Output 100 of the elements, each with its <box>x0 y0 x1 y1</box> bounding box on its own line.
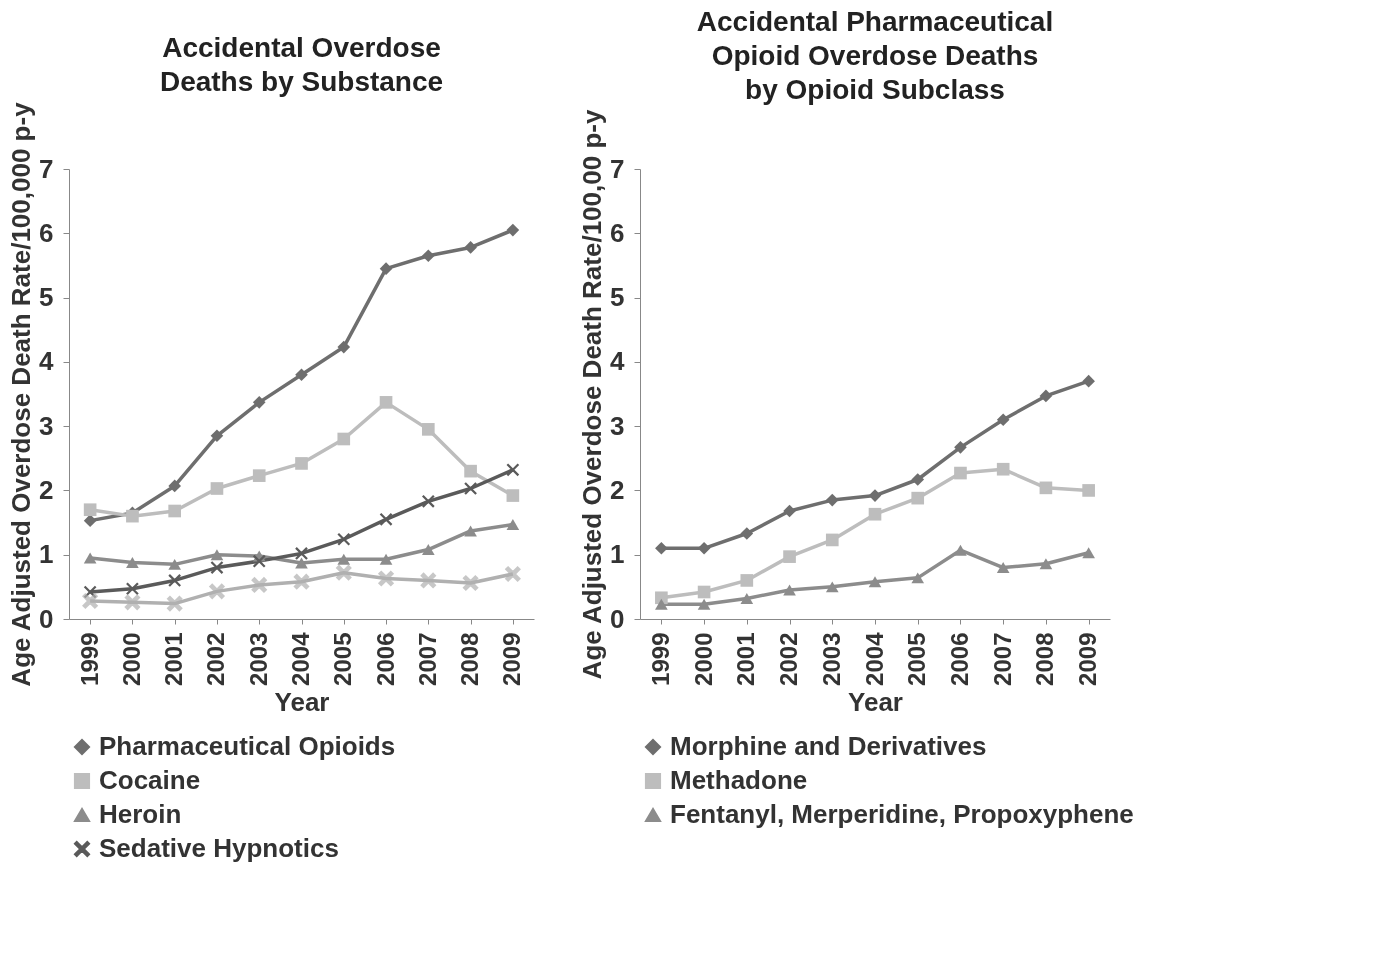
x-tick-label: 1999 <box>646 632 674 686</box>
y-tick-label: 4 <box>610 346 626 377</box>
x-tick-label: 2000 <box>689 632 717 686</box>
point <box>954 441 967 454</box>
point <box>124 594 140 610</box>
point <box>868 489 882 502</box>
point <box>252 396 266 409</box>
x-tick-label: 1999 <box>75 632 103 686</box>
point <box>337 532 351 546</box>
point <box>1039 558 1053 570</box>
point <box>464 525 477 537</box>
x-tick-label: 2005 <box>903 632 931 686</box>
point <box>168 558 182 570</box>
point <box>1039 481 1053 495</box>
point <box>506 223 520 237</box>
x-tick-label: 2006 <box>371 632 399 686</box>
point <box>783 584 796 596</box>
y-tick-label: 1 <box>39 539 54 570</box>
chart-title: Accidental Pharmaceutical Opioid Overdose Deaths by Opioid Subclass <box>696 5 1054 105</box>
point <box>295 547 308 560</box>
y-tick-label: 0 <box>610 603 625 634</box>
point <box>378 570 394 587</box>
point <box>295 557 308 569</box>
point <box>420 572 436 588</box>
point <box>655 591 668 605</box>
x-tick-label: 2007 <box>988 632 1016 686</box>
point <box>825 493 839 507</box>
y-tick-label: 4 <box>39 346 55 377</box>
x-tick-label: 2004 <box>860 631 888 686</box>
x-tick-label: 2001 <box>160 632 188 686</box>
point <box>337 432 351 446</box>
point <box>463 575 479 591</box>
y-tick-label: 3 <box>610 410 625 441</box>
point <box>337 340 351 354</box>
point <box>168 504 182 518</box>
point <box>954 466 967 480</box>
y-tick-label: 6 <box>39 217 54 248</box>
x-tick-label: 2009 <box>498 632 526 686</box>
point <box>421 249 435 263</box>
point <box>996 413 1010 427</box>
point <box>464 241 477 254</box>
point <box>83 503 97 517</box>
point <box>83 514 97 527</box>
y-tick-label: 7 <box>39 153 54 184</box>
point <box>210 561 224 574</box>
point <box>379 262 393 275</box>
point <box>251 577 267 593</box>
point <box>293 574 310 590</box>
point <box>210 429 224 443</box>
point <box>252 554 266 568</box>
point <box>740 574 754 587</box>
point <box>506 489 520 502</box>
point <box>337 553 351 565</box>
point <box>868 507 882 521</box>
point <box>911 572 925 584</box>
point <box>126 582 139 596</box>
point <box>210 482 224 495</box>
point <box>82 593 98 609</box>
point <box>379 513 393 526</box>
x-tick-label: 2005 <box>329 632 357 686</box>
chart-title: Accidental Overdose Deaths by Substance <box>159 32 444 98</box>
x-axis-title: Year <box>274 686 330 717</box>
point <box>168 574 182 587</box>
point <box>1082 484 1095 497</box>
point <box>505 566 521 582</box>
legend-label: Morphine and Derivatives <box>670 731 987 761</box>
point <box>825 533 839 547</box>
y-tick-label: 5 <box>39 282 54 313</box>
point <box>379 553 393 565</box>
y-tick-label: 6 <box>610 217 625 248</box>
point <box>421 423 435 436</box>
legend-label: Heroin <box>99 799 182 829</box>
point <box>740 592 754 604</box>
x-tick-label: 2004 <box>287 631 314 686</box>
point <box>126 556 139 568</box>
y-axis-title: Age Adjusted Overdose Death Rate/100,000 p-y <box>6 101 37 687</box>
point <box>336 565 352 581</box>
legend-label: Fentanyl, Merperidine, Propoxyphene <box>670 799 1134 829</box>
legend-label: Sedative Hypnotics <box>99 833 339 863</box>
point <box>954 544 967 556</box>
point <box>911 491 925 505</box>
x-axis-title: Year <box>848 686 903 717</box>
point <box>996 462 1010 476</box>
y-tick-label: 7 <box>610 153 625 184</box>
point <box>421 495 435 508</box>
y-tick-label: 0 <box>39 603 54 634</box>
x-tick-label: 2002 <box>775 632 803 686</box>
x-tick-label: 2007 <box>413 632 441 686</box>
point <box>868 576 882 588</box>
y-axis-title: Age Adjusted Overdose Death Rate/100,00 p-y <box>577 109 608 680</box>
point <box>655 598 668 610</box>
y-tick-label: 5 <box>610 282 625 313</box>
point <box>1082 374 1095 388</box>
y-tick-label: 2 <box>610 474 625 505</box>
x-tick-label: 2001 <box>732 632 760 686</box>
legend-label: Methadone <box>670 765 808 795</box>
point <box>295 368 308 382</box>
legend-label: Cocaine <box>99 765 201 795</box>
point <box>740 527 754 540</box>
y-tick-label: 3 <box>39 410 54 441</box>
